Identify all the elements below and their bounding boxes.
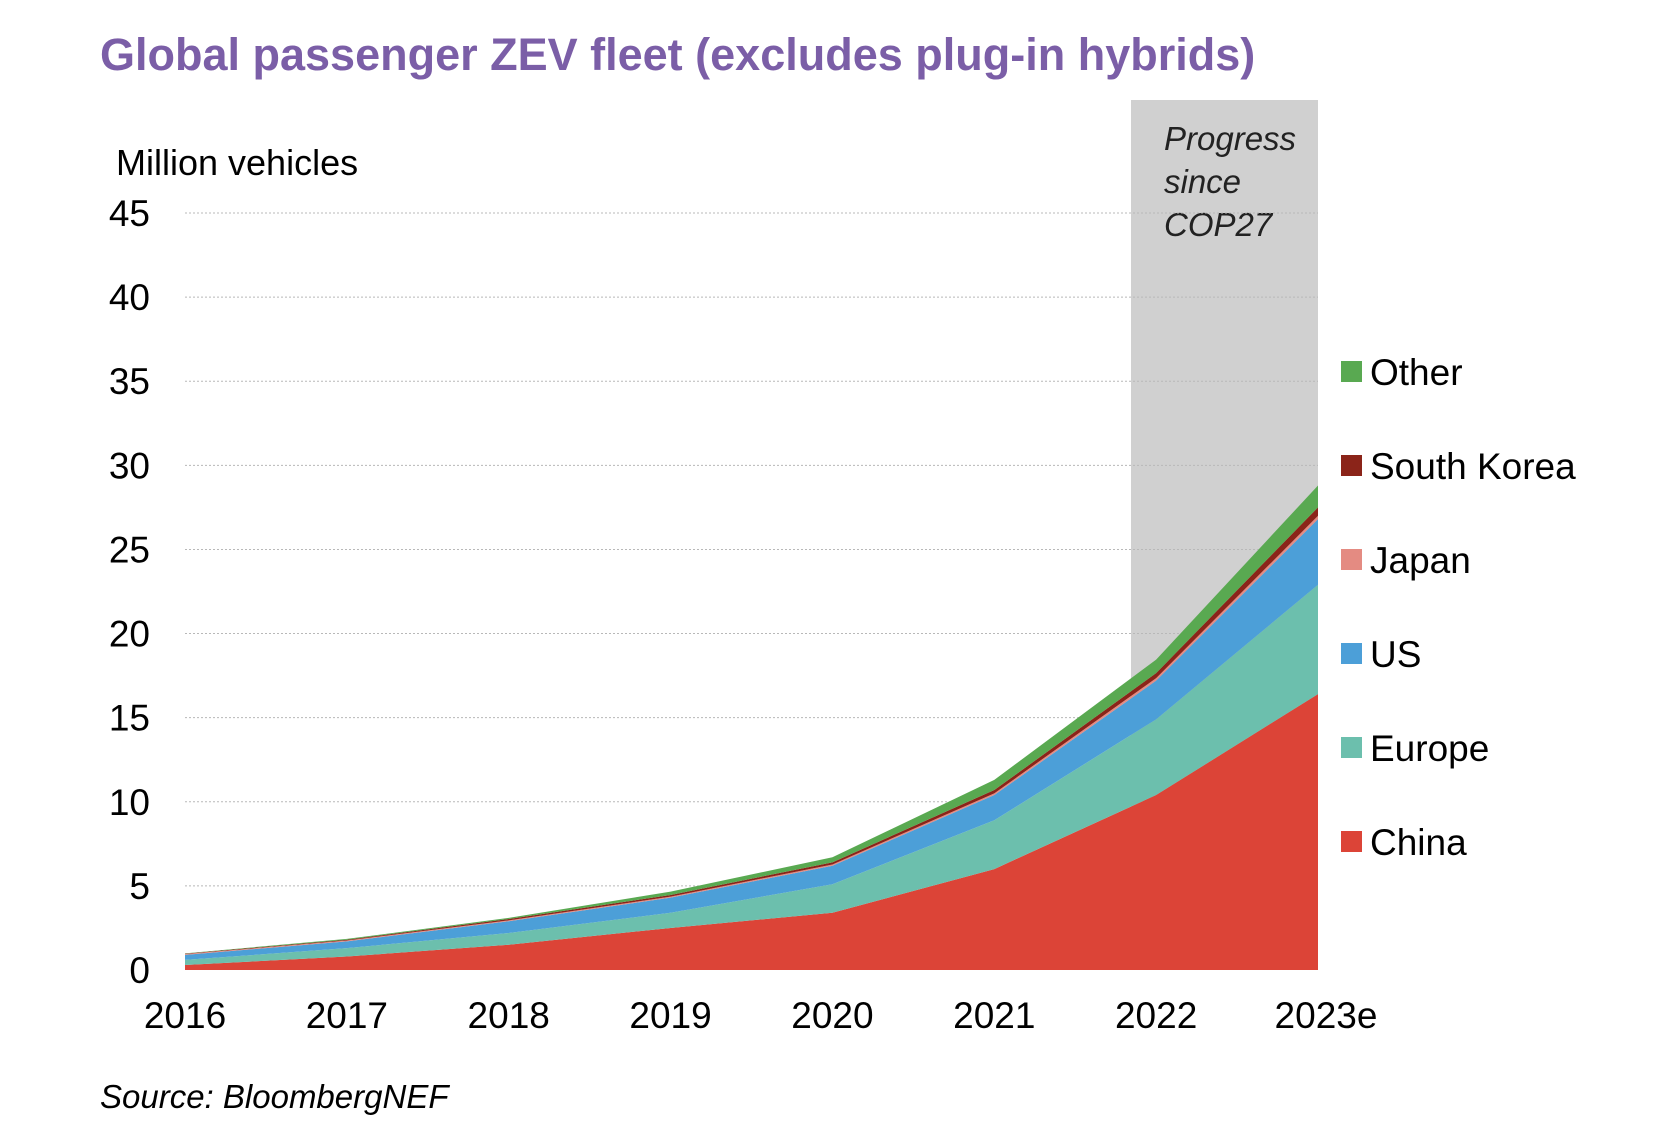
legend-swatch-us [1341,643,1362,664]
annotation-line: COP27 [1164,206,1274,243]
legend-swatch-japan [1341,549,1362,570]
y-tick-label: 40 [109,277,150,318]
cop27-annotation: Progress since COP27 [1164,120,1296,243]
legend-label-us: US [1370,634,1421,675]
y-tick-label: 30 [109,445,150,486]
source-note: Source: BloombergNEF [100,1078,450,1115]
annotation-line: Progress [1164,120,1296,157]
y-axis-label: Million vehicles [116,142,358,183]
legend: Other South Korea Japan US Europe China [1341,352,1576,863]
x-tick-label: 2020 [791,995,873,1036]
legend-swatch-other [1341,361,1362,382]
legend-label-japan: Japan [1370,540,1471,581]
x-tick-label: 2017 [306,995,388,1036]
legend-swatch-south-korea [1341,455,1362,476]
x-tick-label: 2023e [1275,995,1378,1036]
x-tick-label: 2019 [629,995,711,1036]
y-tick-label: 45 [109,193,150,234]
legend-label-europe: Europe [1370,728,1489,769]
y-axis-ticks: 0 5 10 15 20 25 30 35 40 45 [109,193,150,991]
area-series-china [185,694,1318,970]
legend-label-south-korea: South Korea [1370,446,1576,487]
area-series-other [185,485,1318,954]
area-series-us [185,519,1318,960]
y-tick-label: 35 [109,361,150,402]
x-tick-label: 2018 [468,995,550,1036]
legend-label-other: Other [1370,352,1463,393]
y-tick-label: 5 [129,866,150,907]
y-tick-label: 25 [109,529,150,570]
legend-label-china: China [1370,822,1467,863]
x-tick-label: 2016 [144,995,226,1036]
x-axis-ticks: 2016 2017 2018 2019 2020 2021 2022 2023e [144,995,1378,1036]
legend-swatch-europe [1341,737,1362,758]
stacked-areas [185,485,1318,970]
y-tick-label: 10 [109,782,150,823]
y-tick-label: 15 [109,698,150,739]
area-series-europe [185,584,1318,965]
x-tick-label: 2022 [1115,995,1197,1036]
annotation-line: since [1164,163,1241,200]
y-tick-label: 20 [109,614,150,655]
x-tick-label: 2021 [953,995,1035,1036]
y-tick-label: 0 [129,950,150,991]
chart-title: Global passenger ZEV fleet (excludes plu… [100,29,1255,80]
legend-swatch-china [1341,831,1362,852]
